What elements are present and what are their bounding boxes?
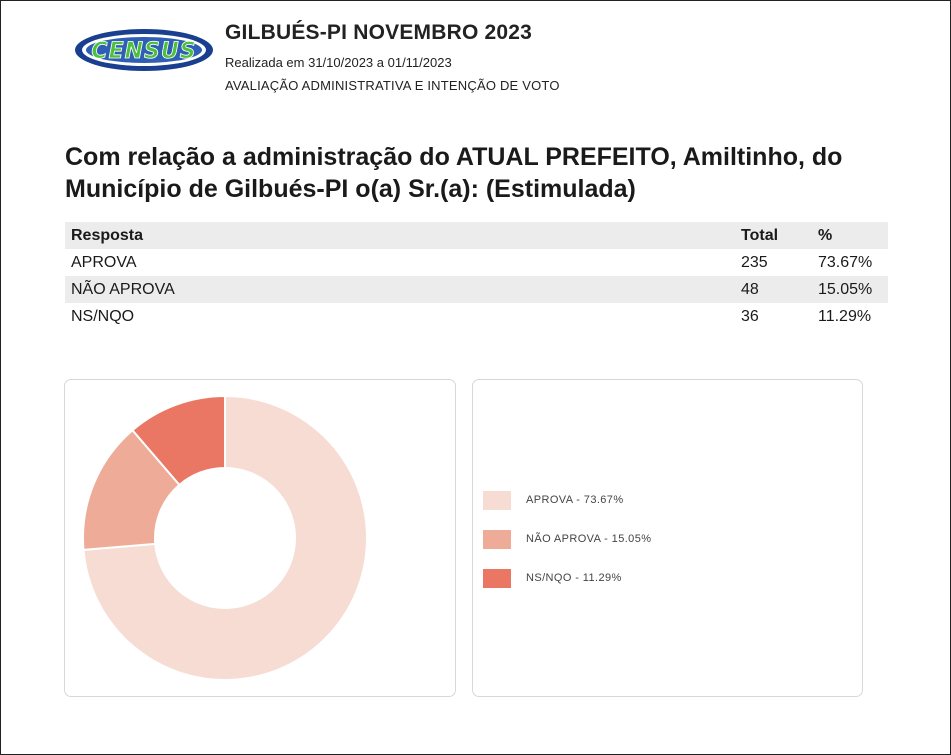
table-row: APROVA 235 73.67% — [65, 249, 888, 276]
cell-total: 36 — [741, 307, 759, 325]
cell-resposta: NÃO APROVA — [65, 276, 741, 303]
donut-chart-card — [64, 379, 456, 697]
legend-card: APROVA - 73.67% NÃO APROVA - 15.05% NS/NQO… — [472, 379, 863, 697]
cell-percent: 73.67% — [818, 253, 873, 271]
cell-resposta: NS/NQO — [71, 307, 135, 325]
donut-chart — [82, 394, 368, 681]
legend-label: NÃO APROVA - 15.05% — [526, 533, 652, 545]
svg-text:CENSUS: CENSUS — [91, 39, 196, 64]
legend-item: APROVA - 73.67% — [483, 490, 651, 510]
legend-item: NS/NQO - 11.29% — [483, 568, 651, 588]
donut-slice-aprova — [82, 394, 368, 681]
legend-swatch — [483, 490, 511, 510]
cell-percent: 15.05% — [818, 276, 888, 303]
survey-subtitle: AVALIAÇÃO ADMINISTRATIVA E INTENÇÃO DE V… — [225, 78, 560, 93]
table-header-row: Resposta Total % — [65, 222, 888, 249]
legend-item: NÃO APROVA - 15.05% — [483, 529, 651, 549]
census-logo: CENSUS — [75, 29, 213, 71]
col-header-resposta: Resposta — [65, 222, 741, 249]
chart-legend: APROVA - 73.67% NÃO APROVA - 15.05% NS/NQO… — [483, 490, 651, 607]
cell-total: 235 — [741, 253, 768, 271]
legend-label: APROVA - 73.67% — [526, 494, 624, 506]
survey-title: GILBUÉS-PI NOVEMBRO 2023 — [225, 21, 533, 44]
cell-total: 48 — [741, 276, 818, 303]
results-table: Resposta Total % APROVA 235 73.67% NÃO A… — [65, 222, 888, 330]
survey-date: Realizada em 31/10/2023 a 01/11/2023 — [225, 55, 452, 70]
cell-resposta: APROVA — [71, 253, 137, 271]
legend-swatch — [483, 529, 511, 549]
col-header-total: Total — [741, 222, 818, 249]
legend-label: NS/NQO - 11.29% — [526, 572, 622, 584]
donut-slice-ns-nqo — [131, 394, 226, 487]
table-row: NÃO APROVA 48 15.05% — [65, 276, 888, 303]
col-header-percent: % — [818, 222, 888, 249]
table-row: NS/NQO 36 11.29% — [65, 303, 888, 330]
cell-percent: 11.29% — [818, 307, 872, 325]
legend-swatch — [483, 568, 511, 588]
question-title: Com relação a administração do ATUAL PRE… — [65, 143, 843, 203]
